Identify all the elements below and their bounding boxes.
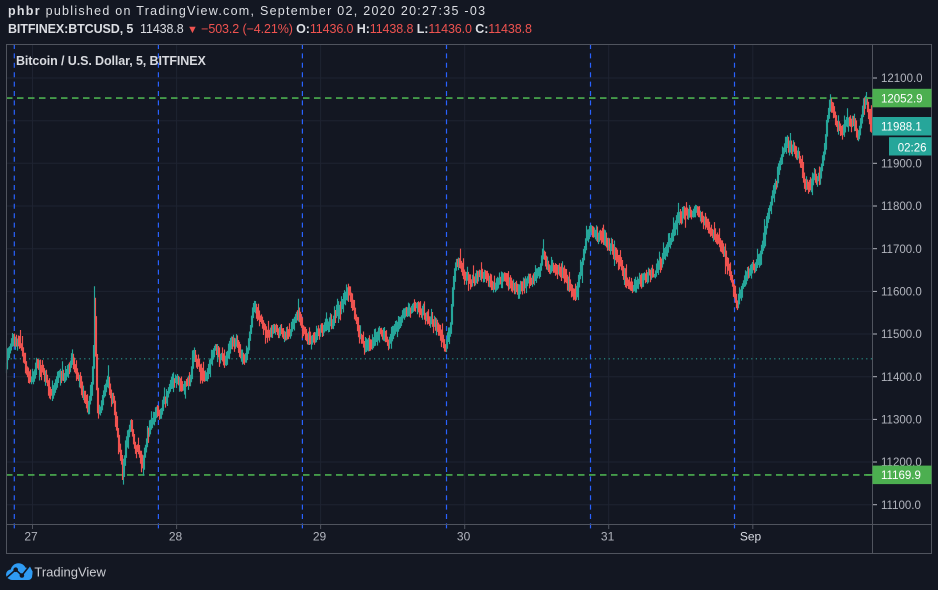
svg-text:30: 30 (457, 530, 471, 544)
svg-text:27: 27 (24, 530, 38, 544)
svg-text:11400.0: 11400.0 (881, 372, 922, 384)
svg-text:11700.0: 11700.0 (881, 244, 922, 256)
svg-text:TradingView: TradingView (34, 565, 106, 580)
svg-text:11988.1: 11988.1 (881, 122, 922, 134)
svg-text:11600.0: 11600.0 (881, 287, 922, 299)
svg-text:11500.0: 11500.0 (881, 329, 922, 341)
svg-text:11100.0: 11100.0 (881, 500, 921, 512)
svg-text:29: 29 (313, 530, 327, 544)
svg-text:28: 28 (169, 530, 183, 544)
svg-text:12052.9: 12052.9 (881, 93, 923, 105)
svg-text:11900.0: 11900.0 (881, 159, 922, 171)
svg-text:11300.0: 11300.0 (881, 415, 922, 427)
svg-text:Sep: Sep (740, 530, 762, 544)
svg-text:31: 31 (601, 530, 615, 544)
svg-text:12100.0: 12100.0 (881, 73, 923, 85)
svg-text:11800.0: 11800.0 (881, 201, 922, 213)
svg-text:02:26: 02:26 (898, 142, 927, 154)
svg-text:11169.9: 11169.9 (881, 470, 921, 482)
